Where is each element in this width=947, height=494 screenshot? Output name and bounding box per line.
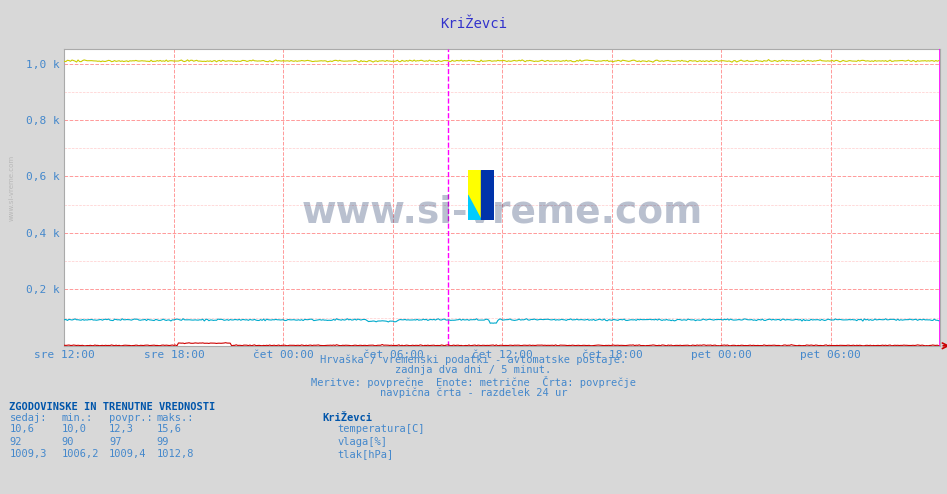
Text: Meritve: povprečne  Enote: metrične  Črta: povprečje: Meritve: povprečne Enote: metrične Črta:… [311, 376, 636, 388]
Text: 12,3: 12,3 [109, 424, 134, 434]
Text: 10,6: 10,6 [9, 424, 34, 434]
Text: 99: 99 [156, 437, 169, 447]
Text: 90: 90 [62, 437, 74, 447]
Text: 1009,4: 1009,4 [109, 449, 147, 459]
Text: zadnja dva dni / 5 minut.: zadnja dva dni / 5 minut. [396, 365, 551, 375]
Text: Hrvaška / vremenski podatki - avtomatske postaje.: Hrvaška / vremenski podatki - avtomatske… [320, 355, 627, 365]
Polygon shape [468, 195, 481, 220]
Text: www.si-vreme.com: www.si-vreme.com [9, 155, 14, 221]
Text: ZGODOVINSKE IN TRENUTNE VREDNOSTI: ZGODOVINSKE IN TRENUTNE VREDNOSTI [9, 402, 216, 412]
Text: KriŽevci: KriŽevci [440, 17, 507, 31]
Polygon shape [481, 170, 494, 220]
Text: KriŽevci: KriŽevci [322, 413, 372, 423]
Text: 10,0: 10,0 [62, 424, 86, 434]
Text: 1006,2: 1006,2 [62, 449, 99, 459]
Text: 1012,8: 1012,8 [156, 449, 194, 459]
Text: tlak[hPa]: tlak[hPa] [337, 449, 393, 459]
Text: maks.:: maks.: [156, 413, 194, 423]
Polygon shape [468, 170, 481, 220]
Text: povpr.:: povpr.: [109, 413, 152, 423]
Text: 1009,3: 1009,3 [9, 449, 47, 459]
Text: vlaga[%]: vlaga[%] [337, 437, 387, 447]
Text: min.:: min.: [62, 413, 93, 423]
Text: 92: 92 [9, 437, 22, 447]
Text: sedaj:: sedaj: [9, 413, 47, 423]
Text: www.si-vreme.com: www.si-vreme.com [302, 195, 703, 230]
Text: temperatura[C]: temperatura[C] [337, 424, 424, 434]
Text: 97: 97 [109, 437, 121, 447]
Text: navpična črta - razdelek 24 ur: navpična črta - razdelek 24 ur [380, 388, 567, 398]
Text: 15,6: 15,6 [156, 424, 181, 434]
